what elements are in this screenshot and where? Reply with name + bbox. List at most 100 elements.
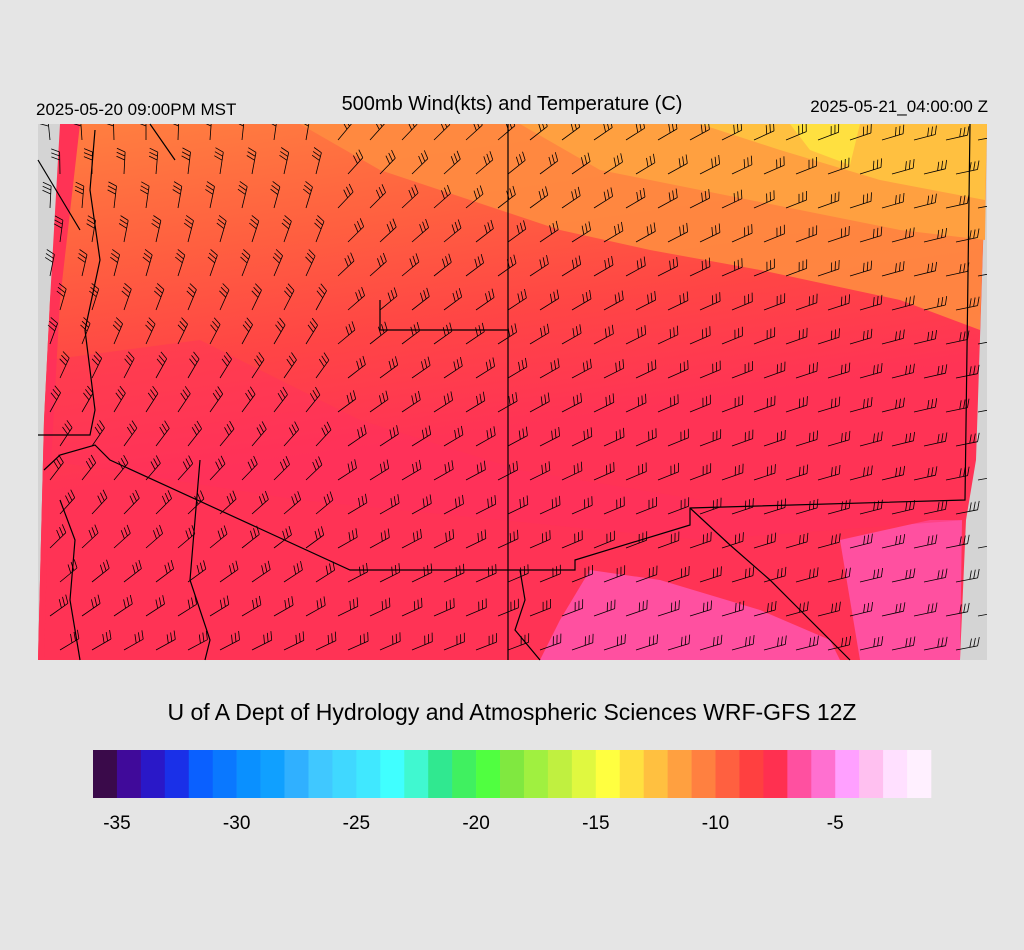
- wind-barb: [240, 249, 251, 277]
- wind-barb: [209, 595, 230, 617]
- wind-barb: [795, 225, 818, 243]
- wind-barb: [859, 499, 883, 515]
- wind-barb: [763, 566, 787, 583]
- wind-barb: [475, 564, 497, 583]
- wind-barb: [123, 489, 140, 515]
- wind-barb: [529, 530, 551, 549]
- wind-barb: [625, 462, 647, 481]
- wind-barb: [251, 560, 271, 583]
- wind-barb: [561, 124, 581, 141]
- wind-barb: [763, 429, 786, 447]
- color-swatch: [428, 750, 453, 798]
- wind-barb: [411, 218, 429, 243]
- wind-barb: [315, 283, 327, 311]
- color-swatch: [787, 750, 812, 798]
- color-swatch: [332, 750, 357, 798]
- wind-barb: [214, 147, 224, 175]
- wind-barb: [891, 363, 915, 379]
- wind-barb: [175, 249, 186, 277]
- wind-barb: [369, 390, 389, 413]
- wind-barb: [763, 156, 785, 175]
- wind-barb: [74, 181, 85, 209]
- wind-barb: [401, 390, 421, 413]
- wind-barb: [465, 124, 483, 141]
- wind-barb: [205, 181, 215, 209]
- wind-barb: [539, 220, 559, 243]
- wind-barb: [59, 351, 70, 379]
- wind-barb: [207, 249, 218, 277]
- wind-barb: [923, 432, 948, 447]
- wind-barb: [273, 386, 288, 413]
- wind-barb: [411, 563, 433, 583]
- wind-barb: [849, 601, 873, 617]
- wind-barb: [273, 525, 292, 549]
- wind-barb: [539, 289, 560, 311]
- wind-barb: [433, 460, 454, 481]
- wind-barb: [475, 495, 497, 515]
- wind-barb: [817, 191, 840, 209]
- wind-barb: [571, 358, 592, 379]
- wind-barb: [625, 531, 648, 549]
- wind-barb: [988, 161, 1012, 174]
- wind-barb: [945, 194, 970, 209]
- wind-barb: [913, 602, 938, 617]
- wind-barb: [347, 424, 367, 447]
- wind-barb: [155, 630, 176, 651]
- wind-barb: [123, 559, 142, 583]
- wind-barb: [315, 631, 337, 651]
- wind-barb: [49, 454, 64, 481]
- wind-barb: [507, 564, 529, 583]
- wind-barb: [209, 386, 224, 413]
- wind-barb: [172, 124, 179, 141]
- wind-barb: [443, 219, 462, 243]
- wind-barb: [593, 393, 615, 413]
- wind-barb: [315, 421, 332, 447]
- wind-barb: [753, 124, 775, 141]
- color-swatch: [691, 750, 716, 798]
- wind-barb: [753, 327, 776, 345]
- wind-barb: [827, 157, 850, 175]
- color-swatch: [811, 750, 836, 798]
- wind-barb: [529, 461, 551, 481]
- wind-barb: [731, 429, 754, 447]
- wind-barb: [187, 351, 200, 379]
- wind-barb: [753, 600, 777, 617]
- colorbar-tick-label: -35: [103, 813, 130, 834]
- colorbar-tick-label: -25: [343, 813, 370, 834]
- wind-barb: [209, 317, 221, 345]
- wind-barb: [315, 491, 334, 515]
- wind-barb: [379, 218, 397, 243]
- wind-barb: [209, 525, 228, 549]
- wind-barb: [304, 124, 310, 141]
- wind-barb: [507, 220, 527, 243]
- wind-barb: [219, 630, 240, 651]
- wind-barb: [273, 317, 286, 345]
- wind-barb: [433, 184, 451, 209]
- color-swatch: [595, 750, 621, 798]
- wind-barb: [241, 525, 260, 549]
- wind-barb: [507, 357, 528, 379]
- wind-barb: [177, 525, 196, 549]
- wind-barb: [955, 568, 980, 583]
- wind-barb: [849, 124, 872, 141]
- wind-barb: [988, 433, 1012, 446]
- wind-barb: [625, 599, 648, 617]
- colorbar-tick-label: -5: [827, 813, 844, 834]
- wind-barb: [411, 356, 431, 379]
- wind-barb: [107, 181, 117, 209]
- wind-barb: [881, 465, 905, 481]
- wind-barb: [923, 227, 947, 243]
- color-swatch: [883, 750, 908, 798]
- color-swatch: [212, 750, 237, 798]
- wind-barb: [561, 186, 581, 209]
- wind-barb: [347, 493, 368, 515]
- wind-barb: [497, 124, 516, 141]
- wind-barb: [219, 420, 235, 447]
- wind-barb: [49, 594, 69, 617]
- wind-barb: [123, 351, 135, 379]
- wind-barb: [571, 633, 594, 651]
- wind-barb: [689, 124, 710, 141]
- wind-barb: [337, 390, 357, 413]
- wind-barb: [337, 321, 356, 345]
- wind-barb: [817, 328, 840, 345]
